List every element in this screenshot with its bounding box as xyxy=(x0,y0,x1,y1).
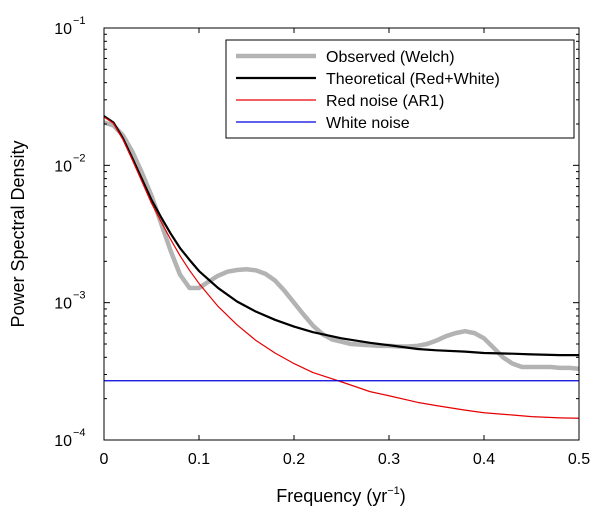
x-axis-label-exponent: −1 xyxy=(387,485,400,497)
y-tick-label-3: 10 xyxy=(54,21,72,38)
plot-area xyxy=(104,115,579,419)
x-tick-label-4: 0.4 xyxy=(473,451,495,468)
x-axis-label: Frequency (yr−1) xyxy=(276,485,406,506)
x-axis-label-main: Frequency (yr xyxy=(276,486,387,506)
axes: 0 0.1 0.2 0.3 0.4 0.510−410−310−210−1 xyxy=(54,15,590,468)
y-tick-label-0: 10 xyxy=(54,433,72,450)
legend-label-4: White noise xyxy=(326,115,410,132)
axes-box xyxy=(103,27,580,441)
y-tick-label-1: 10 xyxy=(54,296,72,313)
x-tick-label-0: 0 xyxy=(100,451,109,468)
x-tick-label-2: 0.2 xyxy=(283,451,305,468)
x-tick-label-1: 0.1 xyxy=(188,451,210,468)
y-tick-exponent-0: −4 xyxy=(73,427,86,439)
series-group xyxy=(104,115,579,419)
y-axis-label: Power Spectral Density xyxy=(8,140,28,327)
y-tick-label-2: 10 xyxy=(54,158,72,175)
x-tick-label-3: 0.3 xyxy=(378,451,400,468)
legend: Observed (Welch) Theoretical (Red+White) R… xyxy=(225,39,575,139)
y-tick-exponent-3: −1 xyxy=(73,15,86,27)
legend-label-1: Observed (Welch) xyxy=(326,49,455,66)
series-line-1 xyxy=(104,120,579,372)
series-line-2 xyxy=(104,115,579,357)
x-tick-label-5: 0.5 xyxy=(568,451,590,468)
y-tick-exponent-2: −2 xyxy=(73,152,86,164)
legend-label-2: Theoretical (Red+White) xyxy=(326,71,500,88)
series-line-3 xyxy=(104,116,579,419)
y-tick-exponent-1: −3 xyxy=(73,290,86,302)
x-axis-label-close: ) xyxy=(400,486,406,506)
legend-label-3: Red noise (AR1) xyxy=(326,93,444,110)
